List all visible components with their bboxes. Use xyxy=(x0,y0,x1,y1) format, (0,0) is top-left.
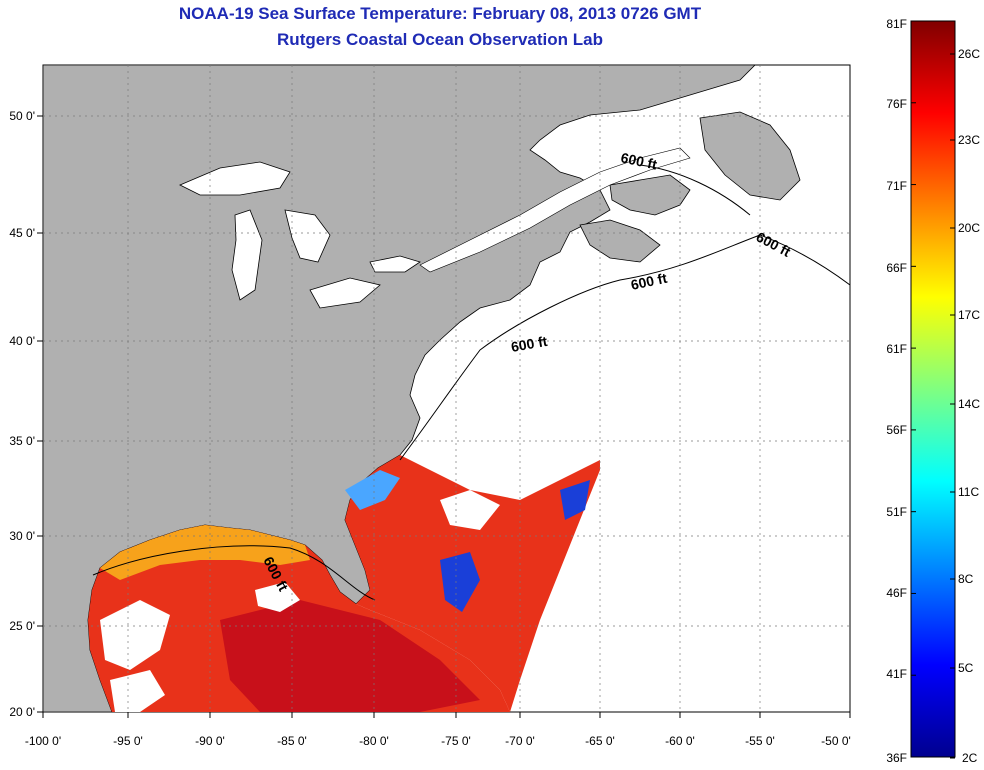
lat-axis: 50 0' 45 0' 40 0' 35 0' 30 0' 25 0' 20 0… xyxy=(9,109,43,719)
contour-label-1: 600 ft xyxy=(619,149,658,172)
lon-tick-label: -100 0' xyxy=(25,734,61,748)
colorbar-f-label: 76F xyxy=(886,97,907,111)
colorbar-gradient xyxy=(910,20,956,758)
lon-tick-label: -60 0' xyxy=(665,734,695,748)
colorbar-c-label: 11C xyxy=(958,485,979,499)
map-grid xyxy=(43,65,850,712)
lon-tick-label: -90 0' xyxy=(195,734,225,748)
lon-tick-label: -85 0' xyxy=(277,734,307,748)
lat-tick-label: 30 0' xyxy=(9,529,35,543)
colorbar-c-label: 20C xyxy=(958,221,980,235)
colorbar-f-label: 46F xyxy=(886,586,907,600)
colorbar-c-label: 17C xyxy=(958,308,980,322)
lon-axis: -100 0' -95 0' -90 0' -85 0' -80 0' -75 … xyxy=(25,712,851,748)
lat-tick-label: 40 0' xyxy=(9,334,35,348)
lat-tick-label: 20 0' xyxy=(9,705,35,719)
colorbar-c-label: 2C xyxy=(962,751,978,765)
lon-tick-label: -80 0' xyxy=(359,734,389,748)
colorbar-c-label: 8C xyxy=(958,572,974,586)
contour-label-4: 600 ft xyxy=(510,333,549,355)
lon-tick-label: -70 0' xyxy=(505,734,535,748)
colorbar-f-label: 61F xyxy=(886,342,907,356)
colorbar-c-label: 14C xyxy=(958,397,980,411)
great-lakes xyxy=(179,161,421,309)
land-newfoundland xyxy=(699,111,801,201)
lat-tick-label: 45 0' xyxy=(9,226,35,240)
colorbar-c-label: 5C xyxy=(958,661,974,675)
map-subtitle: Rutgers Coastal Ocean Observation Lab xyxy=(277,30,603,49)
land-maritimes xyxy=(609,174,691,216)
colorbar-f-label: 41F xyxy=(886,667,907,681)
colorbar-f-label: 56F xyxy=(886,423,907,437)
contour-label-3: 600 ft xyxy=(629,270,668,293)
map-title: NOAA-19 Sea Surface Temperature: Februar… xyxy=(178,4,702,23)
colorbar-c-label: 23C xyxy=(958,133,980,147)
map-area: 600 ft 600 ft 600 ft 600 ft 600 ft xyxy=(42,64,851,713)
600ft-contour xyxy=(92,164,850,601)
lon-tick-label: -55 0' xyxy=(745,734,775,748)
colorbar-f-label: 81F xyxy=(886,17,907,31)
lat-tick-label: 25 0' xyxy=(9,619,35,633)
lon-tick-label: -65 0' xyxy=(585,734,615,748)
lat-tick-label: 50 0' xyxy=(9,109,35,123)
colorbar-f-label: 51F xyxy=(886,505,907,519)
colorbar-f-label: 71F xyxy=(886,179,907,193)
colorbar-f-label: 66F xyxy=(886,261,907,275)
lon-tick-label: -50 0' xyxy=(821,734,851,748)
lon-tick-label: -75 0' xyxy=(441,734,471,748)
st-lawrence-river xyxy=(419,147,691,273)
colorbar: 81F 76F 71F 66F 61F 56F 51F 46F 41F 36F … xyxy=(886,17,980,765)
colorbar-f-label: 36F xyxy=(886,751,907,765)
lon-tick-label: -95 0' xyxy=(113,734,143,748)
sst-gulf-of-mexico xyxy=(88,525,510,712)
colorbar-c-label: 26C xyxy=(958,47,980,61)
lat-tick-label: 35 0' xyxy=(9,434,35,448)
sst-atlantic-southeast xyxy=(345,455,600,712)
